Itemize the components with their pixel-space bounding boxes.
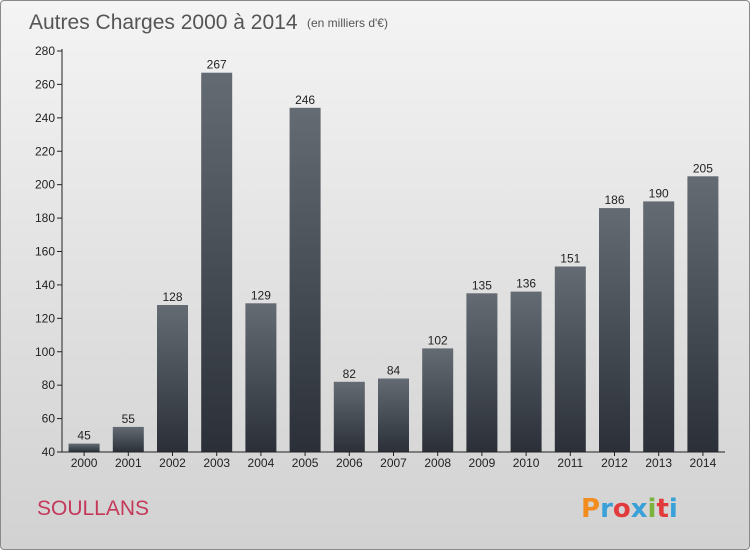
x-tick-label: 2012 <box>601 456 628 470</box>
brand-letter: o <box>613 494 631 524</box>
data-label: 45 <box>77 429 91 443</box>
bar-2011 <box>554 266 586 452</box>
commune-name: SOULLANS <box>37 497 149 520</box>
brand-letter: i <box>648 494 657 524</box>
y-tick-label: 260 <box>35 77 55 91</box>
x-tick-label: 2004 <box>248 456 275 470</box>
data-label: 55 <box>122 412 136 426</box>
bar-2006 <box>333 381 365 452</box>
y-tick-label: 120 <box>35 311 55 325</box>
bar-2008 <box>422 348 454 452</box>
x-tick-label: 2001 <box>115 456 142 470</box>
brand-letter: i <box>669 494 678 524</box>
bar-2002 <box>157 305 188 452</box>
bar-2014 <box>687 176 719 453</box>
x-tick-label: 2014 <box>690 456 717 470</box>
x-tick-label: 2010 <box>513 456 540 470</box>
bar-2000 <box>68 443 100 452</box>
chart-title: Autres Charges 2000 à 2014 <box>29 11 298 34</box>
x-tick-label: 2003 <box>203 456 230 470</box>
bars: 45 55 128 267 129 246 82 84 102 135 136 151 186 190 20… <box>68 58 719 453</box>
y-tick-label: 60 <box>42 412 56 426</box>
bar-2005 <box>289 107 321 453</box>
bar-2012 <box>599 208 630 452</box>
data-label: 84 <box>387 364 401 378</box>
y-tick-label: 220 <box>35 144 55 158</box>
y-tick-label: 160 <box>35 245 55 259</box>
x-tick-label: 2006 <box>336 456 363 470</box>
x-tick-label: 2007 <box>380 456 407 470</box>
bar-2010 <box>510 291 542 452</box>
y-tick-label: 80 <box>42 378 56 392</box>
y-tick-label: 40 <box>42 445 56 459</box>
y-tick-label: 100 <box>35 345 55 359</box>
x-tick-label: 2002 <box>159 456 186 470</box>
data-label: 102 <box>428 333 448 347</box>
data-label: 205 <box>693 161 713 175</box>
x-tick-label: 2000 <box>71 456 98 470</box>
x-tick-label: 2008 <box>424 456 451 470</box>
y-axis: 40 60 80 100 120 140 160 180 200 220 240 260 280 <box>35 44 63 459</box>
y-tick-label: 240 <box>35 111 55 125</box>
brand-letter: x <box>631 494 648 524</box>
data-label: 186 <box>604 193 624 207</box>
brand-logo: Proxiti <box>581 494 678 524</box>
bar-2003 <box>201 72 233 452</box>
x-tick-label: 2013 <box>645 456 672 470</box>
data-label: 151 <box>560 252 580 266</box>
brand-letter: r <box>600 494 613 524</box>
bar-2007 <box>378 378 409 452</box>
data-label: 82 <box>343 367 357 381</box>
y-tick-label: 200 <box>35 178 55 192</box>
x-tick-label: 2009 <box>469 456 496 470</box>
data-label: 129 <box>251 288 271 302</box>
y-tick-label: 280 <box>35 44 55 58</box>
x-tick-label: 2005 <box>292 456 319 470</box>
bar-2013 <box>643 201 675 452</box>
data-label: 136 <box>516 277 536 291</box>
bar-2004 <box>245 303 277 452</box>
brand-letter: P <box>581 494 600 524</box>
data-label: 267 <box>207 58 227 72</box>
x-tick-label: 2011 <box>557 456 583 470</box>
x-axis: 2000 2001 2002 2003 2004 2005 2006 2007 2008 2009… <box>62 451 725 470</box>
data-label: 246 <box>295 93 315 107</box>
data-label: 190 <box>649 186 669 200</box>
bar-2009 <box>466 293 498 452</box>
bar-2001 <box>112 426 144 452</box>
data-label: 128 <box>162 290 182 304</box>
y-tick-label: 180 <box>35 211 55 225</box>
chart-subtitle: (en milliers d'€) <box>307 16 388 30</box>
brand-letter: t <box>656 494 668 524</box>
data-label: 135 <box>472 278 492 292</box>
y-tick-label: 140 <box>35 278 55 292</box>
